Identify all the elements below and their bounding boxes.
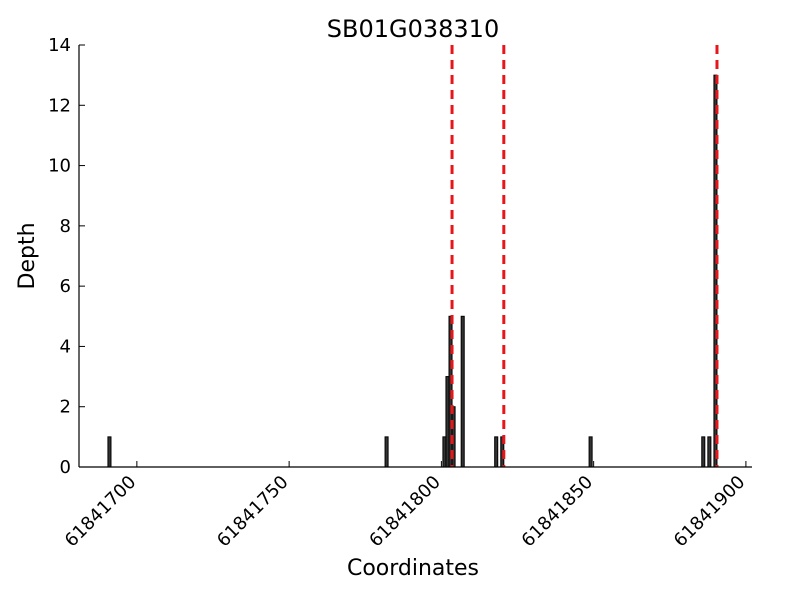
bar-6 <box>460 315 465 468</box>
vertical-lines-group <box>450 45 719 467</box>
x-tick-label-2: 61841800 <box>365 472 445 552</box>
bar-10 <box>701 436 706 468</box>
bars-group <box>107 74 718 468</box>
x-axis-label: Coordinates <box>347 556 479 581</box>
bar-0 <box>107 436 112 468</box>
x-tick-label-1: 61841750 <box>213 472 293 552</box>
x-tick-label-3: 61841850 <box>518 472 598 552</box>
y-tick-label-7: 14 <box>48 35 71 56</box>
y-tick-label-1: 2 <box>60 397 71 418</box>
x-tick-label-0: 61841700 <box>61 472 141 552</box>
bar-1 <box>384 436 389 468</box>
y-tick-label-6: 12 <box>48 95 71 116</box>
y-tick-label-2: 4 <box>60 336 71 357</box>
chart-title: SB01G038310 <box>327 15 499 43</box>
y-tick-label-5: 10 <box>48 156 71 177</box>
x-tick-label-4: 61841900 <box>670 472 750 552</box>
y-axis-label: Depth <box>15 222 40 289</box>
bar-9 <box>588 436 593 468</box>
bar-7 <box>494 436 499 468</box>
y-tick-label-3: 6 <box>60 276 71 297</box>
bar-11 <box>707 436 712 468</box>
y-tick-label-4: 8 <box>60 216 71 237</box>
axes-group: 0 2 4 6 8 10 12 14 61841700 61841750 61841800 61841… <box>48 35 752 551</box>
y-tick-label-0: 0 <box>60 457 71 478</box>
